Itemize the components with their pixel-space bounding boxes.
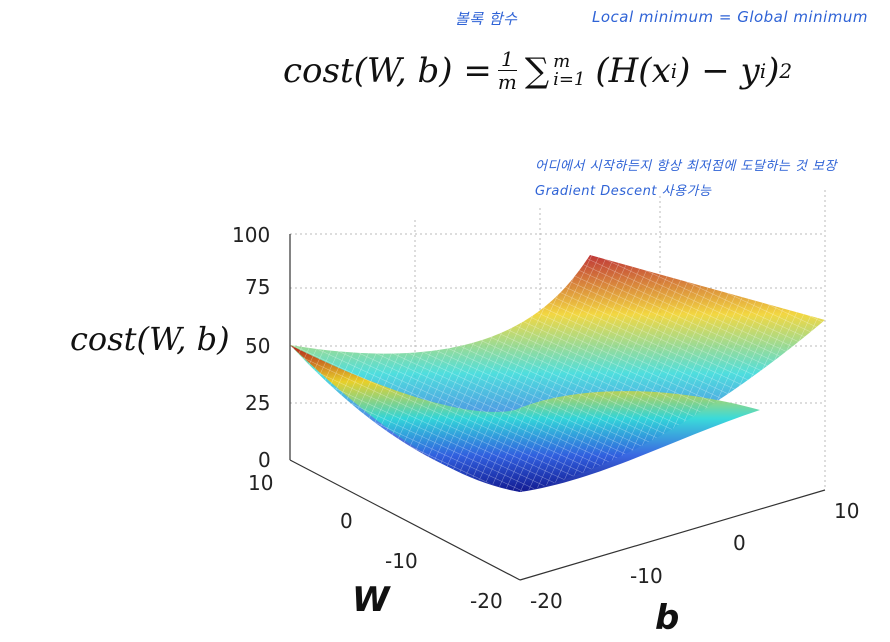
w-tick-neg10: -10 [385,549,418,573]
z-tick-50: 50 [245,334,270,358]
b-tick-10: 10 [834,499,859,523]
sum-symbol: ∑ [524,50,550,91]
b-axis-ticks: 10 0 -10 -20 [530,499,859,613]
formula-lhs: cost(W, b) = [283,50,492,91]
note-gradient-descent: Gradient Descent 사용가능 [535,184,712,199]
b-axis-label: b [655,598,680,638]
sum-lower: i=1 [553,68,586,90]
z-axis-ticks: 100 75 50 25 0 [232,223,271,472]
cost-formula: cost(W, b) = 1 m ∑ m i=1 (H(x i) − y i) 2 [283,48,792,93]
b-tick-neg10: -10 [630,564,663,588]
w-axis-label: W [352,580,390,620]
formula-body: (H(x [595,50,671,91]
axes-frame [289,234,826,581]
formula-fraction: 1 m [498,48,517,93]
z-tick-25: 25 [245,391,270,415]
subscript-i2: i [759,58,767,83]
note-anywhere: 어디에서 시작하든지 항상 최저점에 도달하는 것 보장 [535,159,837,174]
z-axis-label: cost(W, b) [70,320,230,358]
note-convex: 볼록 함수 [455,10,518,28]
z-tick-75: 75 [245,275,270,299]
w-tick-10: 10 [248,471,273,495]
sum-limits: m i=1 [553,50,586,90]
formula-close: ) [766,50,780,91]
w-tick-neg20: -20 [470,589,503,613]
fraction-numerator: 1 [497,48,517,71]
z-tick-0: 0 [258,448,271,472]
w-axis-ticks: 10 0 -10 -20 [248,471,503,613]
z-tick-100: 100 [232,223,270,247]
note-local-global: Local minimum = Global minimum [592,8,868,26]
sum-upper: m [553,50,571,72]
subscript-i: i [670,58,678,83]
fraction-denominator: m [497,70,517,94]
exponent: 2 [779,58,793,83]
w-tick-0: 0 [340,509,353,533]
b-tick-neg20: -20 [530,589,563,613]
b-tick-0: 0 [733,531,746,555]
formula-middle: ) − y [677,50,760,91]
